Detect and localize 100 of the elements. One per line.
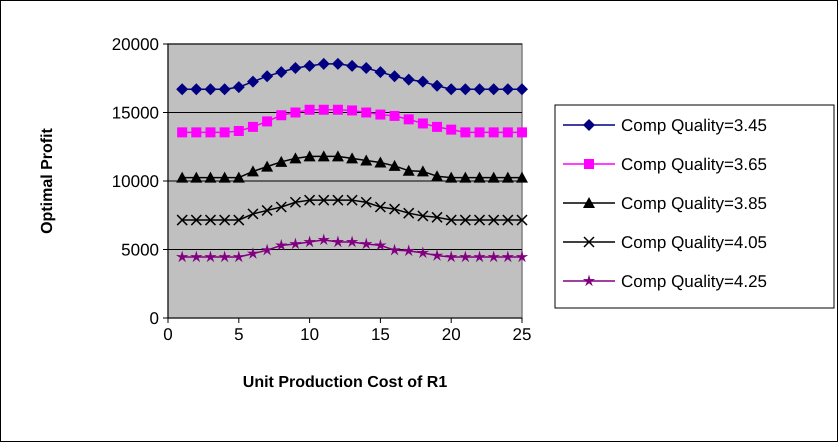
point: [304, 194, 316, 206]
point: [318, 150, 330, 162]
point: [459, 172, 472, 183]
point: [361, 108, 372, 118]
point: [204, 250, 217, 262]
point: [502, 127, 513, 138]
point: [445, 83, 458, 96]
point: [332, 235, 344, 248]
point: [502, 172, 514, 183]
point: [430, 249, 444, 261]
point: [304, 60, 316, 72]
point: [318, 58, 330, 70]
point: [289, 62, 302, 74]
point: [304, 150, 316, 162]
y-axis-title: Optimal Profit: [39, 127, 56, 234]
point: [431, 170, 444, 182]
point: [360, 154, 372, 166]
point: [446, 124, 456, 135]
point: [276, 201, 288, 213]
point: [388, 203, 400, 215]
y-tick-label: 5000: [121, 240, 159, 260]
point: [261, 70, 274, 82]
point: [318, 233, 330, 246]
point: [304, 104, 315, 115]
legend-label: Comp Quality=4.25: [621, 272, 767, 291]
point: [460, 127, 470, 138]
point: [374, 66, 386, 78]
point: [176, 214, 188, 226]
point: [191, 127, 202, 138]
y-tick-label: 0: [150, 308, 159, 328]
point: [402, 74, 415, 86]
point: [318, 194, 330, 206]
point: [360, 62, 372, 74]
point: [431, 80, 444, 92]
x-tick-label: 5: [234, 325, 244, 344]
point: [416, 76, 429, 88]
x-tick-label: 20: [442, 325, 461, 344]
y-tick-label: 20000: [112, 34, 159, 54]
point: [502, 214, 514, 226]
point: [204, 83, 216, 96]
point: [275, 156, 288, 167]
point: [460, 214, 472, 226]
point: [248, 122, 258, 132]
point: [318, 104, 329, 115]
point: [232, 81, 245, 94]
point: [205, 127, 216, 138]
point: [375, 110, 386, 120]
point: [432, 122, 442, 132]
point: [402, 244, 415, 256]
point: [233, 214, 245, 226]
point: [303, 235, 316, 248]
y-tick-label: 10000: [112, 172, 159, 191]
point: [346, 60, 358, 72]
x-tick-label: 10: [300, 325, 320, 344]
point: [332, 150, 344, 162]
point: [275, 238, 288, 251]
point: [390, 110, 400, 121]
point: [176, 83, 188, 96]
point: [516, 172, 528, 183]
point: [275, 66, 288, 78]
point: [218, 172, 231, 183]
point: [473, 250, 486, 262]
point: [290, 196, 302, 208]
point: [502, 83, 514, 96]
point: [177, 127, 188, 138]
x-tick-label: 25: [512, 325, 532, 344]
point: [360, 196, 372, 208]
point: [176, 172, 188, 183]
point: [445, 172, 458, 183]
point: [445, 214, 457, 226]
point: [232, 250, 245, 262]
point: [360, 238, 372, 250]
point: [388, 70, 401, 82]
point: [474, 172, 486, 183]
point: [220, 127, 230, 138]
point: [346, 235, 358, 248]
point: [374, 156, 386, 168]
point: [346, 152, 358, 164]
point: [190, 83, 202, 96]
point: [247, 208, 259, 220]
point: [261, 204, 273, 216]
point: [234, 126, 244, 136]
point: [347, 105, 358, 116]
point: [516, 83, 528, 96]
point: [474, 83, 486, 96]
point: [516, 214, 528, 226]
point: [262, 116, 272, 126]
point: [290, 108, 300, 118]
point: [488, 250, 500, 262]
point: [332, 104, 343, 115]
legend-label: Comp Quality=3.45: [621, 116, 767, 135]
point: [332, 194, 344, 206]
point: [260, 244, 274, 256]
point: [459, 83, 472, 96]
point: [218, 83, 231, 96]
point: [516, 250, 528, 262]
point: [459, 250, 472, 262]
point: [474, 127, 485, 138]
point: [289, 152, 302, 164]
legend-label: Comp Quality=4.05: [621, 232, 767, 252]
